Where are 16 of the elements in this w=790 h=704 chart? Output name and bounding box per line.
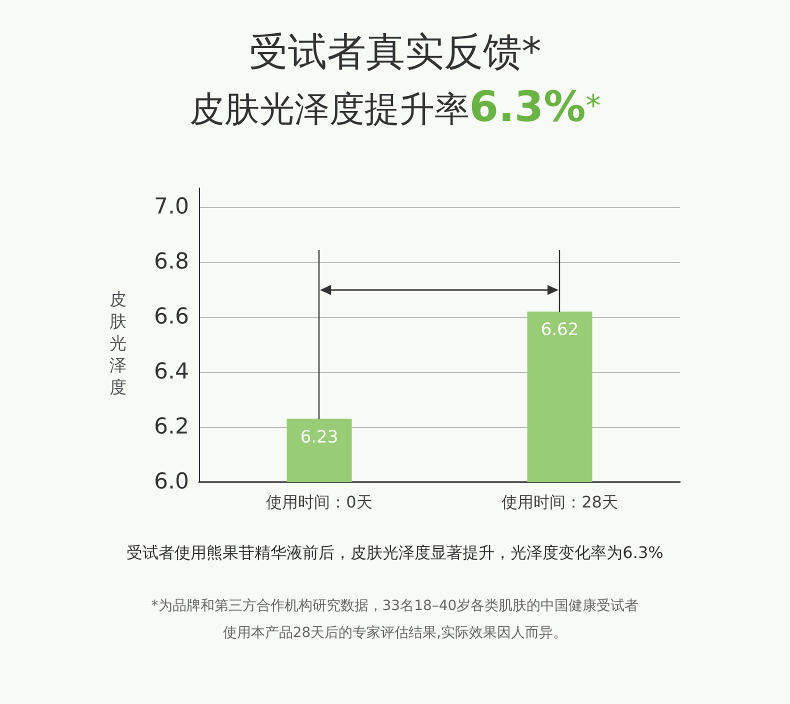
y-tick-label: 6.4 [154, 360, 189, 385]
text: 使用本产品28天后的专家评估结果,实际效果因人而异。 [222, 624, 568, 643]
text: 受试者使用熊果苷精华液前后，皮肤光泽度显著提升，光泽度变化率为6.3% [126, 542, 664, 564]
text: *为品牌和第三方合作机构研究数据，33名18–40岁各类肌肤的中国健康受试者 [151, 597, 639, 616]
chart-title: 受试者真实反馈* [248, 30, 542, 76]
y-tick-label: 6.6 [154, 304, 189, 330]
data-label: 6.23 [300, 427, 338, 448]
data-label: 6.62 [540, 320, 579, 340]
y-tick-label: 6.0 [154, 470, 189, 494]
y-tick-label: 6.2 [154, 414, 189, 440]
y-tick-label: 7.0 [154, 194, 189, 220]
y-tick-label: 6.8 [154, 250, 189, 275]
x-tick-label: 使用时间：28天 [502, 492, 618, 512]
y-axis-title: 皮肤光泽度 [109, 289, 127, 399]
chart-subtitle: 皮肤光泽度提升率6.3%* [189, 82, 601, 131]
x-tick-label: 使用时间：0天 [266, 492, 372, 512]
